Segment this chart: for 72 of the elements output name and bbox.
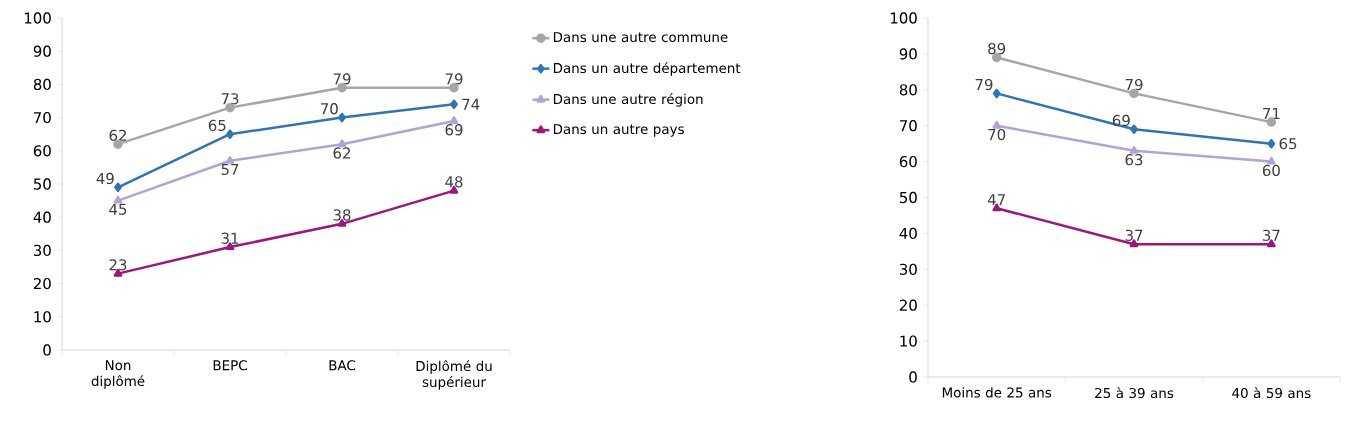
data-label: 37 <box>1262 229 1280 241</box>
data-label: 37 <box>1125 229 1143 241</box>
point <box>226 129 234 139</box>
y-tick-label: 10 <box>900 335 917 347</box>
data-label: 31 <box>221 232 239 244</box>
point <box>225 156 235 164</box>
point <box>1129 146 1139 154</box>
y-tick-label: 0 <box>43 344 51 356</box>
data-label: 65 <box>208 119 226 132</box>
data-label: 62 <box>333 147 351 159</box>
y-tick-label: 70 <box>900 120 917 132</box>
data-label: 70 <box>988 128 1006 141</box>
y-tick-label: 100 <box>890 12 917 24</box>
legend-label: Dans une autre région <box>553 93 703 107</box>
point <box>338 112 346 123</box>
data-label: 48 <box>445 176 463 188</box>
data-label: 62 <box>109 129 127 141</box>
data-label: 79 <box>333 73 351 85</box>
x-tick-label: Diplômé du supérieur <box>416 360 492 390</box>
x-tick-label: BEPC <box>213 360 247 371</box>
data-label: 63 <box>1125 154 1143 166</box>
point <box>1267 138 1276 149</box>
data-label: 60 <box>1262 164 1280 177</box>
data-label: 69 <box>445 124 463 136</box>
y-tick-label: 50 <box>33 178 51 190</box>
data-label: 79 <box>975 78 993 91</box>
legend-label: Dans un autre département <box>553 62 741 76</box>
point <box>992 88 1001 99</box>
y-tick-label: 80 <box>33 78 51 91</box>
x-tick-label: 25 à 39 ans <box>1095 387 1174 399</box>
x-tick-label: 40 à 59 ans <box>1232 387 1311 399</box>
data-label: 23 <box>109 259 127 271</box>
point <box>992 120 1001 129</box>
data-label: 70 <box>321 103 338 115</box>
y-tick-label: 50 <box>899 191 917 204</box>
y-tick-label: 10 <box>34 311 51 323</box>
y-tick-label: 30 <box>33 244 51 257</box>
x-tick-label: Non diplômé <box>91 360 145 389</box>
point <box>450 99 458 110</box>
y-tick-label: 60 <box>33 145 51 157</box>
data-label: 74 <box>462 98 480 110</box>
data-label: 49 <box>96 172 114 185</box>
data-label: 89 <box>988 42 1006 55</box>
legend-label: Dans un autre pays <box>553 124 684 137</box>
y-tick-label: 30 <box>899 263 917 275</box>
data-label: 79 <box>445 73 463 85</box>
y-tick-label: 70 <box>34 111 51 124</box>
point <box>449 116 459 124</box>
y-tick-label: 20 <box>33 277 51 290</box>
data-label: 71 <box>1263 108 1280 119</box>
data-label: 65 <box>1279 137 1297 150</box>
point <box>114 182 122 193</box>
legend-label: Dans une autre commune <box>553 32 728 43</box>
y-tick-label: 90 <box>899 48 917 60</box>
y-tick-label: 20 <box>899 299 917 311</box>
y-tick-label: 0 <box>909 371 917 383</box>
y-tick-label: 60 <box>899 155 917 168</box>
y-tick-label: 100 <box>24 12 51 24</box>
y-tick-label: 40 <box>899 227 917 240</box>
data-label: 47 <box>987 194 1005 206</box>
y-tick-label: 90 <box>33 45 51 57</box>
y-tick-label: 80 <box>899 84 917 96</box>
y-tick-label: 40 <box>33 211 51 223</box>
data-label: 69 <box>1112 114 1130 127</box>
point <box>1130 124 1138 135</box>
data-label: 45 <box>109 203 127 215</box>
data-label: 73 <box>221 93 239 105</box>
x-tick-label: Moins de 25 ans <box>942 387 1052 398</box>
data-label: 79 <box>1125 78 1143 91</box>
data-label: 38 <box>333 209 351 221</box>
x-tick-label: BAC <box>329 360 356 371</box>
data-label: 57 <box>221 163 239 176</box>
